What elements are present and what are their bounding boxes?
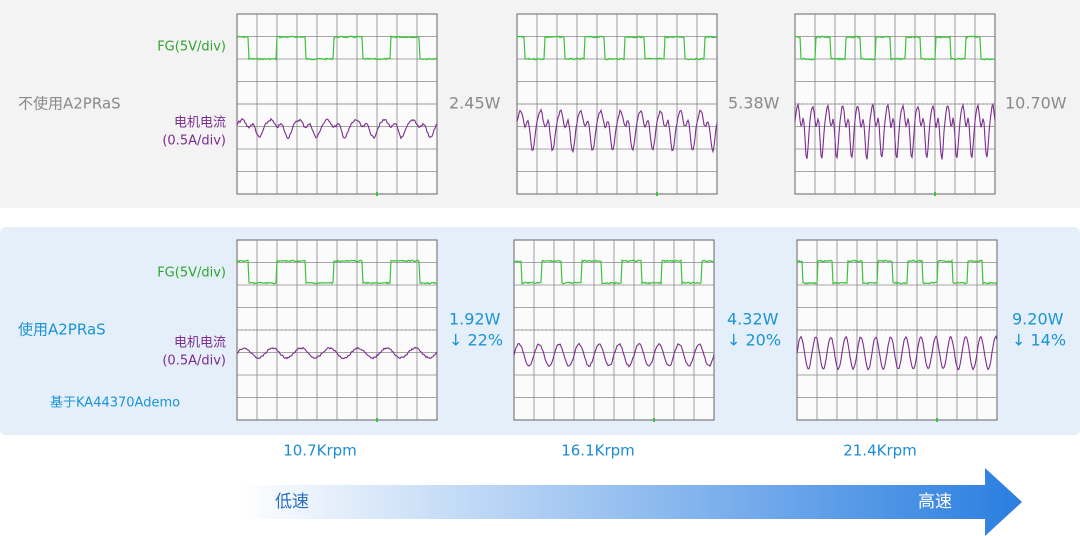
scopes: [236, 13, 998, 422]
fg-wave: [516, 35, 718, 61]
fg-wave: [236, 35, 438, 61]
fg-wave: [794, 35, 996, 61]
power-label: 10.70W: [1005, 94, 1067, 113]
power-label: 4.32W: [727, 310, 779, 329]
fg-wave: [513, 259, 715, 286]
current-label: (0.5A/div): [162, 134, 226, 149]
note: 基于KA44370Ademo: [50, 396, 180, 411]
speed-label: 21.4Krpm: [843, 442, 917, 460]
scope-screen: [236, 13, 438, 196]
row-label: 不使用A2PRaS: [18, 95, 121, 113]
power-label: 5.38W: [728, 94, 780, 113]
speed-label: 16.1Krpm: [561, 442, 635, 460]
reduction-label: ↓ 20%: [727, 331, 781, 350]
fg-wave: [236, 258, 438, 285]
current-wave: [516, 108, 718, 154]
scope-screen: [516, 13, 718, 196]
current-label: (0.5A/div): [162, 354, 226, 369]
scope-screen: [513, 239, 715, 422]
current-wave: [796, 335, 998, 371]
speed-label: 10.7Krpm: [283, 442, 357, 460]
current-label: 电机电流: [174, 116, 226, 131]
row-label: 使用A2PRaS: [18, 321, 106, 339]
scope-screen: [236, 239, 438, 422]
speed-arrow: [237, 468, 1022, 536]
scope-screen: [794, 13, 996, 196]
current-wave: [236, 117, 438, 140]
reduction-label: ↓ 14%: [1012, 331, 1066, 350]
scope-screen: [796, 239, 998, 422]
power-label: 1.92W: [449, 310, 501, 329]
current-wave: [236, 346, 438, 360]
power-label: 2.45W: [449, 94, 501, 113]
arrow-start: 低速: [275, 492, 309, 512]
fg-wave: [796, 258, 998, 285]
arrow-end: 高速: [918, 492, 952, 512]
current-label: 电机电流: [174, 336, 226, 351]
fg-label: FG(5V/div): [157, 266, 226, 281]
fg-label: FG(5V/div): [157, 40, 226, 55]
power-label: 9.20W: [1012, 310, 1064, 329]
reduction-label: ↓ 22%: [449, 331, 503, 350]
current-wave: [794, 102, 996, 160]
current-wave: [513, 342, 715, 368]
